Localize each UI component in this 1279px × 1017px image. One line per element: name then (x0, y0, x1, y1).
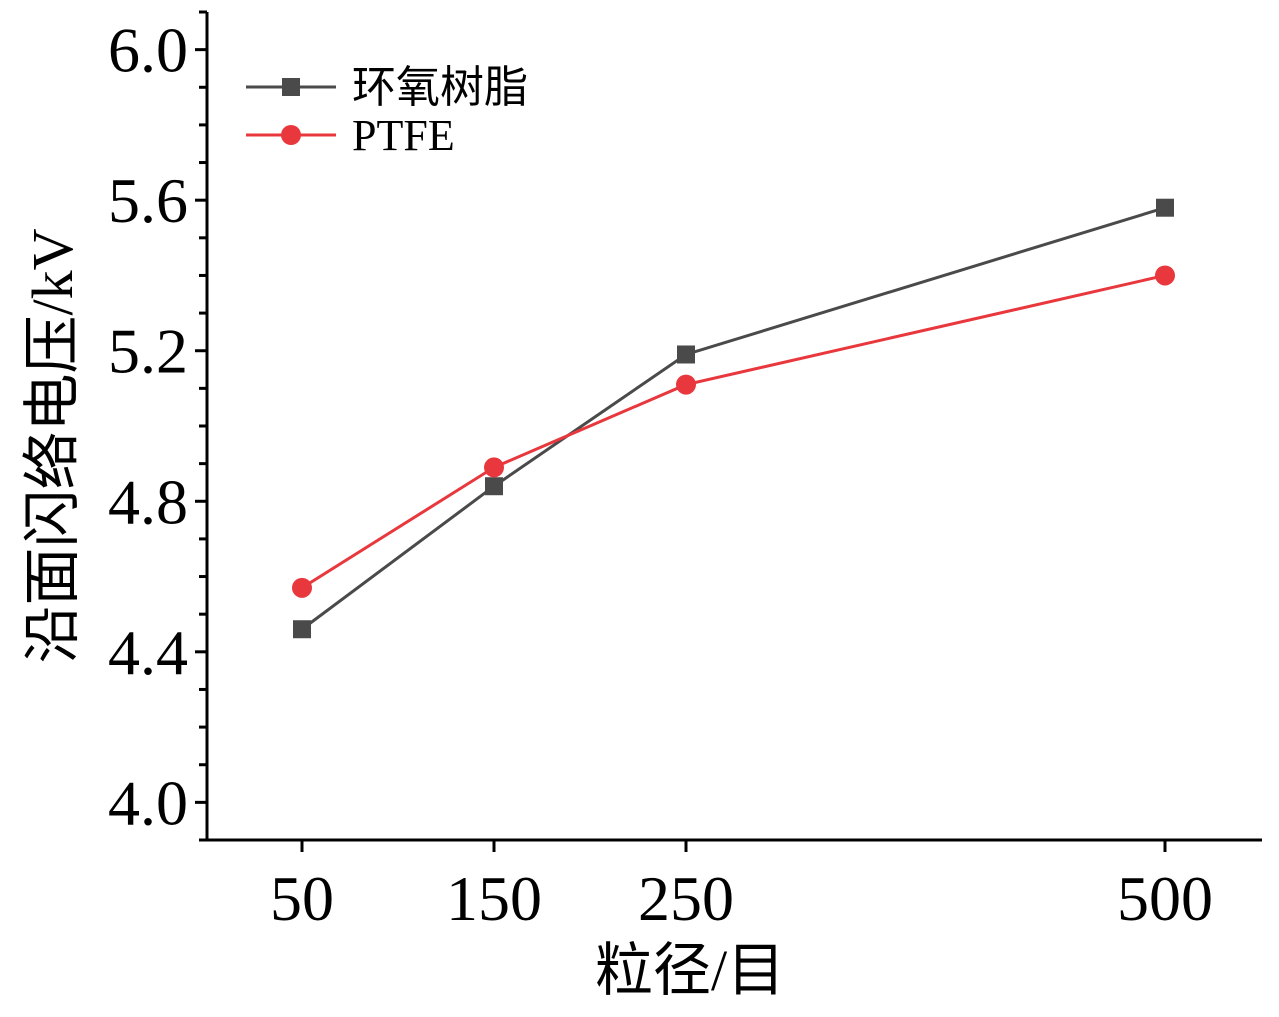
x-tick-label: 250 (638, 863, 734, 934)
legend-item: 环氧树脂 (246, 63, 528, 112)
data-point (1156, 198, 1174, 217)
data-point (484, 457, 504, 478)
data-point (292, 577, 312, 598)
y-tick-label: 6.0 (108, 15, 188, 86)
legend-item: PTFE (246, 111, 455, 160)
legend-marker (282, 78, 300, 96)
x-axis-title: 粒径/目 (595, 938, 785, 1003)
x-axis-ticks: 50 150 250 500 (270, 840, 1213, 934)
series-2 (292, 265, 1175, 598)
data-point (677, 345, 695, 364)
series-1 (293, 198, 1174, 639)
x-tick-label: 150 (446, 863, 542, 934)
series-line (301, 206, 1166, 631)
legend-label: 环氧树脂 (352, 63, 528, 112)
legend-label: PTFE (352, 111, 455, 160)
y-tick-label: 4.0 (108, 767, 188, 838)
legend-marker (281, 125, 301, 145)
data-point (1155, 265, 1175, 286)
y-axis-title: 沿面闪络电压/kV (20, 228, 85, 663)
y-tick-label: 5.2 (108, 316, 188, 387)
x-tick-label: 500 (1117, 863, 1213, 934)
y-axis-ticks: 4.0 4.4 4.8 5.2 5.6 6.0 (108, 10, 207, 842)
y-tick-label: 4.8 (108, 466, 188, 537)
x-tick-label: 50 (270, 863, 334, 934)
data-point (676, 374, 696, 395)
data-point (485, 477, 503, 496)
y-tick-label: 4.4 (108, 617, 188, 688)
data-point (293, 620, 311, 639)
series-line (301, 273, 1166, 590)
series-layer (292, 198, 1175, 639)
y-tick-label: 5.6 (108, 165, 188, 236)
